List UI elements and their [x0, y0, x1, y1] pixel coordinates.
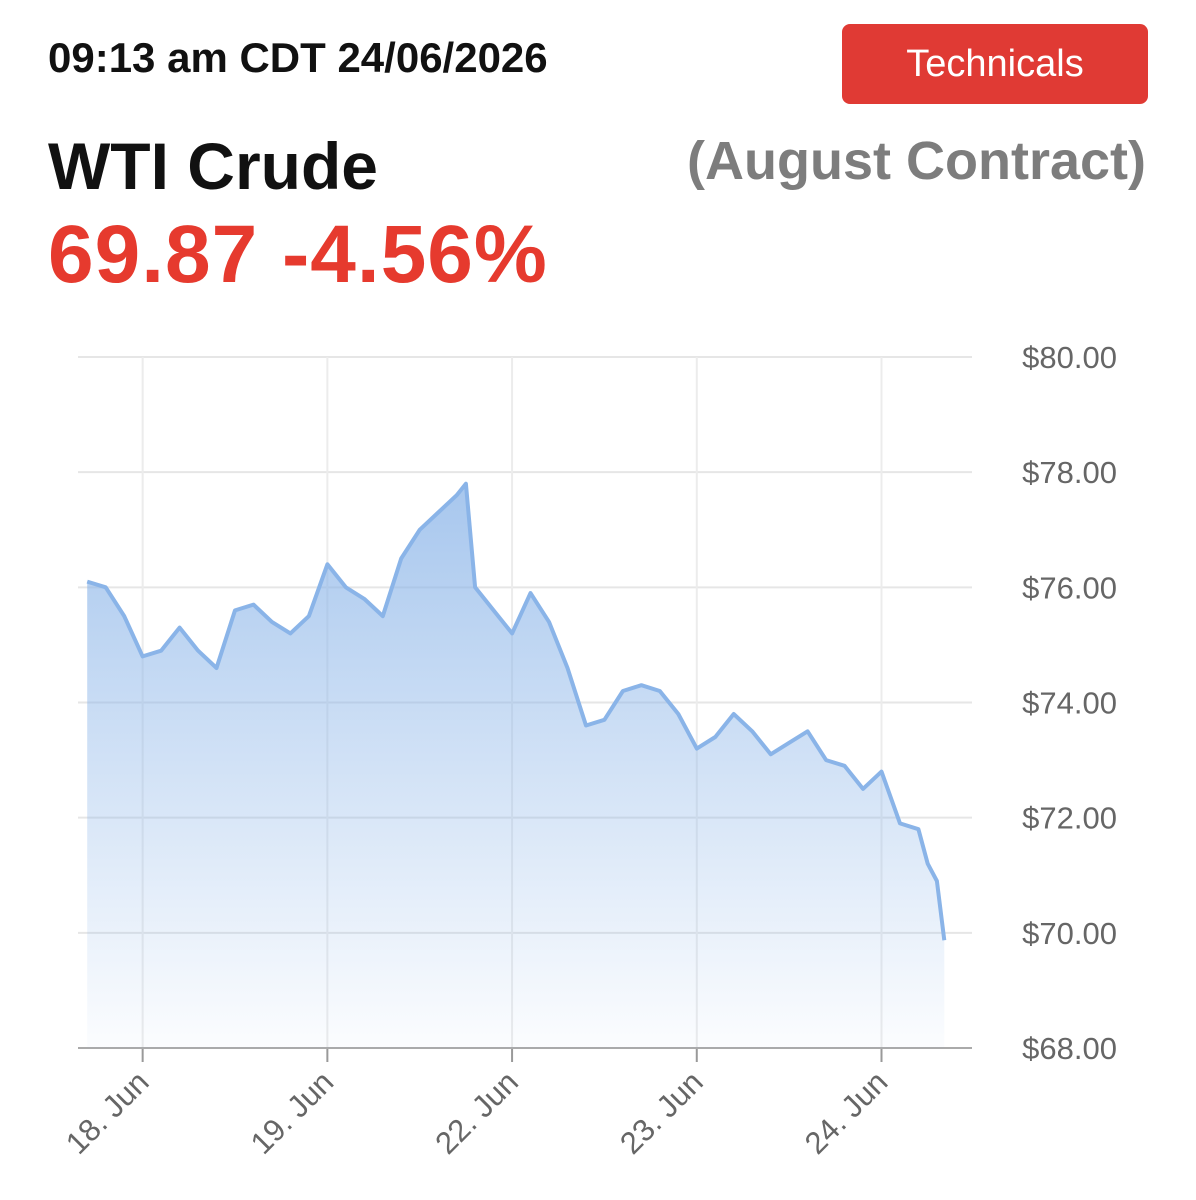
instrument-name: WTI Crude	[48, 129, 378, 203]
y-tick-label: $74.00	[1022, 686, 1117, 721]
x-tick-label: 19. Jun	[244, 1064, 341, 1161]
change: -4.56%	[282, 209, 548, 300]
area	[87, 483, 945, 1048]
y-tick-label: $72.00	[1022, 801, 1117, 836]
timestamp: 09:13 am CDT 24/06/2026	[48, 34, 548, 81]
x-tick-label: 22. Jun	[428, 1064, 525, 1161]
y-tick-label: $78.00	[1022, 455, 1117, 490]
x-tick-label: 18. Jun	[59, 1064, 156, 1161]
y-tick-label: $70.00	[1022, 916, 1117, 951]
y-tick-label: $80.00	[1022, 340, 1117, 375]
x-tick-label: 23. Jun	[613, 1064, 710, 1161]
x-tick-label: 24. Jun	[798, 1064, 895, 1161]
y-tick-label: $76.00	[1022, 570, 1117, 605]
technicals-button[interactable]: Technicals	[842, 24, 1148, 104]
contract: (August Contract)	[687, 131, 1146, 191]
price-line: 69.87 -4.56%	[48, 208, 548, 302]
line	[86, 481, 947, 941]
y-tick-label: $68.00	[1022, 1031, 1117, 1066]
price: 69.87	[48, 209, 259, 300]
